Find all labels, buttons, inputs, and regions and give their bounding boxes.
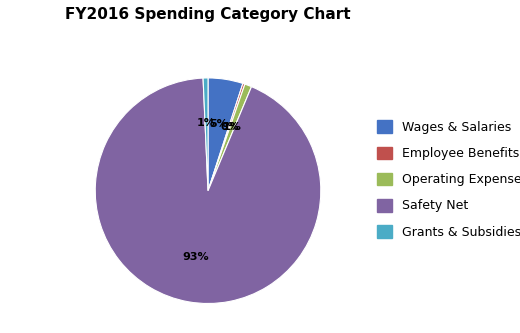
Text: 1%: 1%	[197, 118, 216, 128]
Text: 93%: 93%	[183, 252, 210, 262]
Legend: Wages & Salaries, Employee Benefits, Operating Expenses, Safety Net, Grants & Su: Wages & Salaries, Employee Benefits, Ope…	[372, 115, 520, 243]
Text: 5%: 5%	[209, 119, 228, 129]
Wedge shape	[208, 84, 252, 191]
Title: FY2016 Spending Category Chart: FY2016 Spending Category Chart	[65, 7, 351, 22]
Wedge shape	[203, 78, 208, 191]
Wedge shape	[208, 78, 243, 191]
Text: 0%: 0%	[220, 122, 239, 132]
Wedge shape	[95, 78, 321, 303]
Text: 1%: 1%	[223, 123, 242, 133]
Wedge shape	[208, 84, 245, 191]
